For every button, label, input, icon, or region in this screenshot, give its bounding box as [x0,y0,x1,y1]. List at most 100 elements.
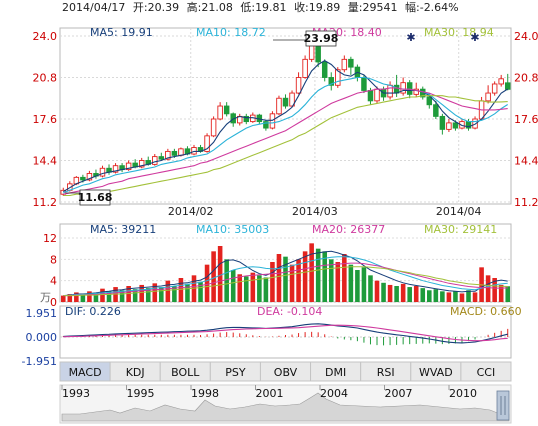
price-y-tick-left: 20.8 [33,72,58,85]
volume-bar [178,278,184,302]
volume-bar [498,284,504,302]
price-ma30-line [63,95,508,197]
candle-body [426,96,433,106]
price-y-tick-right: 11.2 [514,196,538,209]
volume-bar [276,254,282,302]
volume-bar [217,246,223,302]
candle-body [439,115,446,130]
volume-bar [361,267,367,302]
volume-bar [407,287,412,302]
volume-bar [440,291,445,302]
volume-bar [427,290,432,302]
candle-body [138,160,145,168]
price-ma30-legend: MA30: 18.94 [424,26,494,39]
high-callout-box [305,30,337,47]
volume-y-tick: 0 [50,296,57,309]
candle-body [223,105,230,115]
volume-bar [420,288,426,302]
open-value: 20.39 [148,1,180,14]
volume-bar [132,289,138,302]
macd-value-legend: MACD: 0.660 [450,305,522,318]
low-value: 19.81 [255,1,287,14]
price-ma5-line [63,59,508,193]
volume-bar [172,286,177,302]
volume-bar [400,283,406,302]
volume-bar [322,251,328,302]
volume-bar [139,284,144,302]
tab-cci[interactable] [460,361,512,382]
low-callout-box [79,189,111,206]
timeline-years: 1993 1995 1998 2001 2004 2007 2010 [61,385,477,400]
candle-body [158,156,165,160]
tab-label: OBV [274,366,298,379]
volume-bar [93,293,99,302]
price-y-tick-left: 17.6 [33,113,58,126]
volume-ma20-line [63,262,508,297]
price-y-tick-right: 20.8 [514,72,538,85]
price-x-ticks: 2014/02 2014/03 2014/04 [168,205,482,218]
volume-bar [60,295,66,302]
tab-label: RSI [377,366,395,379]
timeline-year-label: 2010 [449,387,477,400]
tab-label: DMI [325,366,346,379]
price-ma10-legend: MA10: 18.72 [196,26,266,39]
timeline-range-handle[interactable] [496,390,510,421]
volume-bar [80,294,86,302]
volume-bar [368,275,373,302]
macd-y-tick: 1.951 [26,307,58,320]
volume-ma5-legend: MA5: 39211 [90,223,156,236]
candle-body [125,162,132,171]
candle-body [210,118,217,137]
timeline-price-silhouette [61,392,510,422]
candle-body [452,122,459,129]
macd-dif-line [63,323,508,344]
volume-bar [459,293,465,302]
volume-bar [263,277,269,302]
change-value: -2.64% [420,1,459,14]
volume-bar [87,291,92,302]
price-y-ticks: 24.0 24.0 20.8 20.8 17.6 17.6 14.4 14.4 11.2 11.2 [33,30,538,209]
low-label: 低: [240,1,255,14]
candle-body [263,121,269,129]
candle-body [413,88,419,95]
timeline-year-label: 2007 [385,387,413,400]
timeline-year-label: 1993 [62,387,90,400]
price-x-tick: 2014/03 [292,205,338,218]
candle-body [204,135,210,152]
volume-bar [152,283,158,302]
volume-ma5-line [63,250,508,297]
candle-body [491,83,498,94]
volume-bar [446,292,452,302]
candle-body [361,77,367,91]
candle-body [217,105,223,120]
price-panel-frame [59,27,512,205]
volume-ma10-legend: MA10: 35003 [196,223,269,236]
candle-body [328,77,334,86]
volume-bar [355,270,360,302]
volume-bar [283,256,288,302]
volume-bar [413,286,419,302]
volume-bar [119,290,125,302]
candle-body [269,113,276,129]
event-marker-icon[interactable]: ✱ [406,31,415,44]
candle-body [400,82,406,94]
candle-body [341,58,348,71]
macd-y-tick: 0.000 [26,331,58,344]
price-y-tick-left: 11.2 [33,196,58,209]
high-value: 21.08 [201,1,233,14]
volume-bar [492,278,497,302]
volume-bar [211,251,216,302]
event-marker-icon[interactable]: ✱ [470,31,479,44]
volume-value: 29541 [363,1,398,14]
candle-body [152,156,158,165]
volume-bar [342,254,347,302]
candle-body [99,167,106,177]
volume-bar [67,294,73,302]
volume-y-tick: 4 [50,275,57,288]
candle-body [171,150,178,156]
indicator-tabs: MACD KDJ BOLL PSY OBV DMI RSI WVAD CCI [59,361,512,382]
candle-body [276,97,282,115]
volume-bar [387,284,393,302]
volume-bar [472,292,478,302]
quote-date: 2014/04/17 [62,1,125,14]
